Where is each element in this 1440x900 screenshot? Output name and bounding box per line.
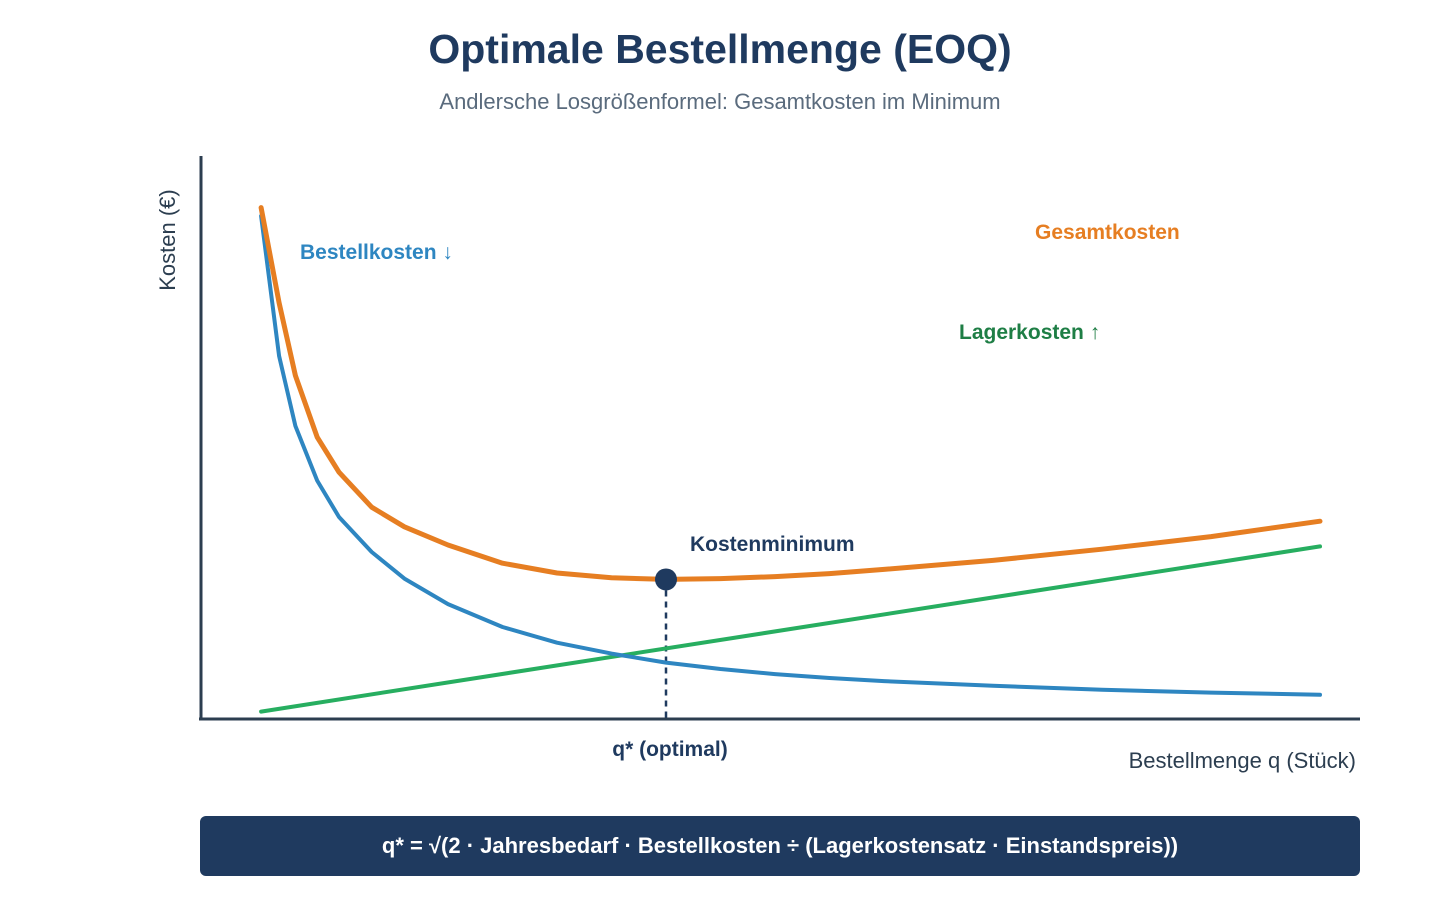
series-label-holding: Lagerkosten ↑ (959, 321, 1100, 344)
y-axis-label: Kosten (€) (155, 189, 180, 291)
chart-subtitle: Andlersche Losgrößenformel: Gesamtkosten… (439, 89, 1001, 114)
series-label-ordering: Bestellkosten ↓ (300, 241, 453, 264)
formula-text: q* = √(2 · Jahresbedarf · Bestellkosten … (381, 833, 1179, 858)
optimum-annotation: Kostenminimum (690, 533, 855, 556)
chart-title: Optimale Bestellmenge (EOQ) (428, 26, 1012, 72)
series-line-ordering (259, 214, 1322, 697)
series-label-total: Gesamtkosten (1035, 221, 1180, 244)
series-line-holding (259, 544, 1322, 714)
x-axis-label: Bestellmenge q (Stück) (1129, 748, 1356, 773)
formula-box: q* = √(2 · Jahresbedarf · Bestellkosten … (200, 816, 1360, 876)
optimum-tick-label: q* (optimal) (612, 738, 728, 761)
optimum-point (655, 568, 677, 591)
series-line-total (258, 205, 1323, 582)
